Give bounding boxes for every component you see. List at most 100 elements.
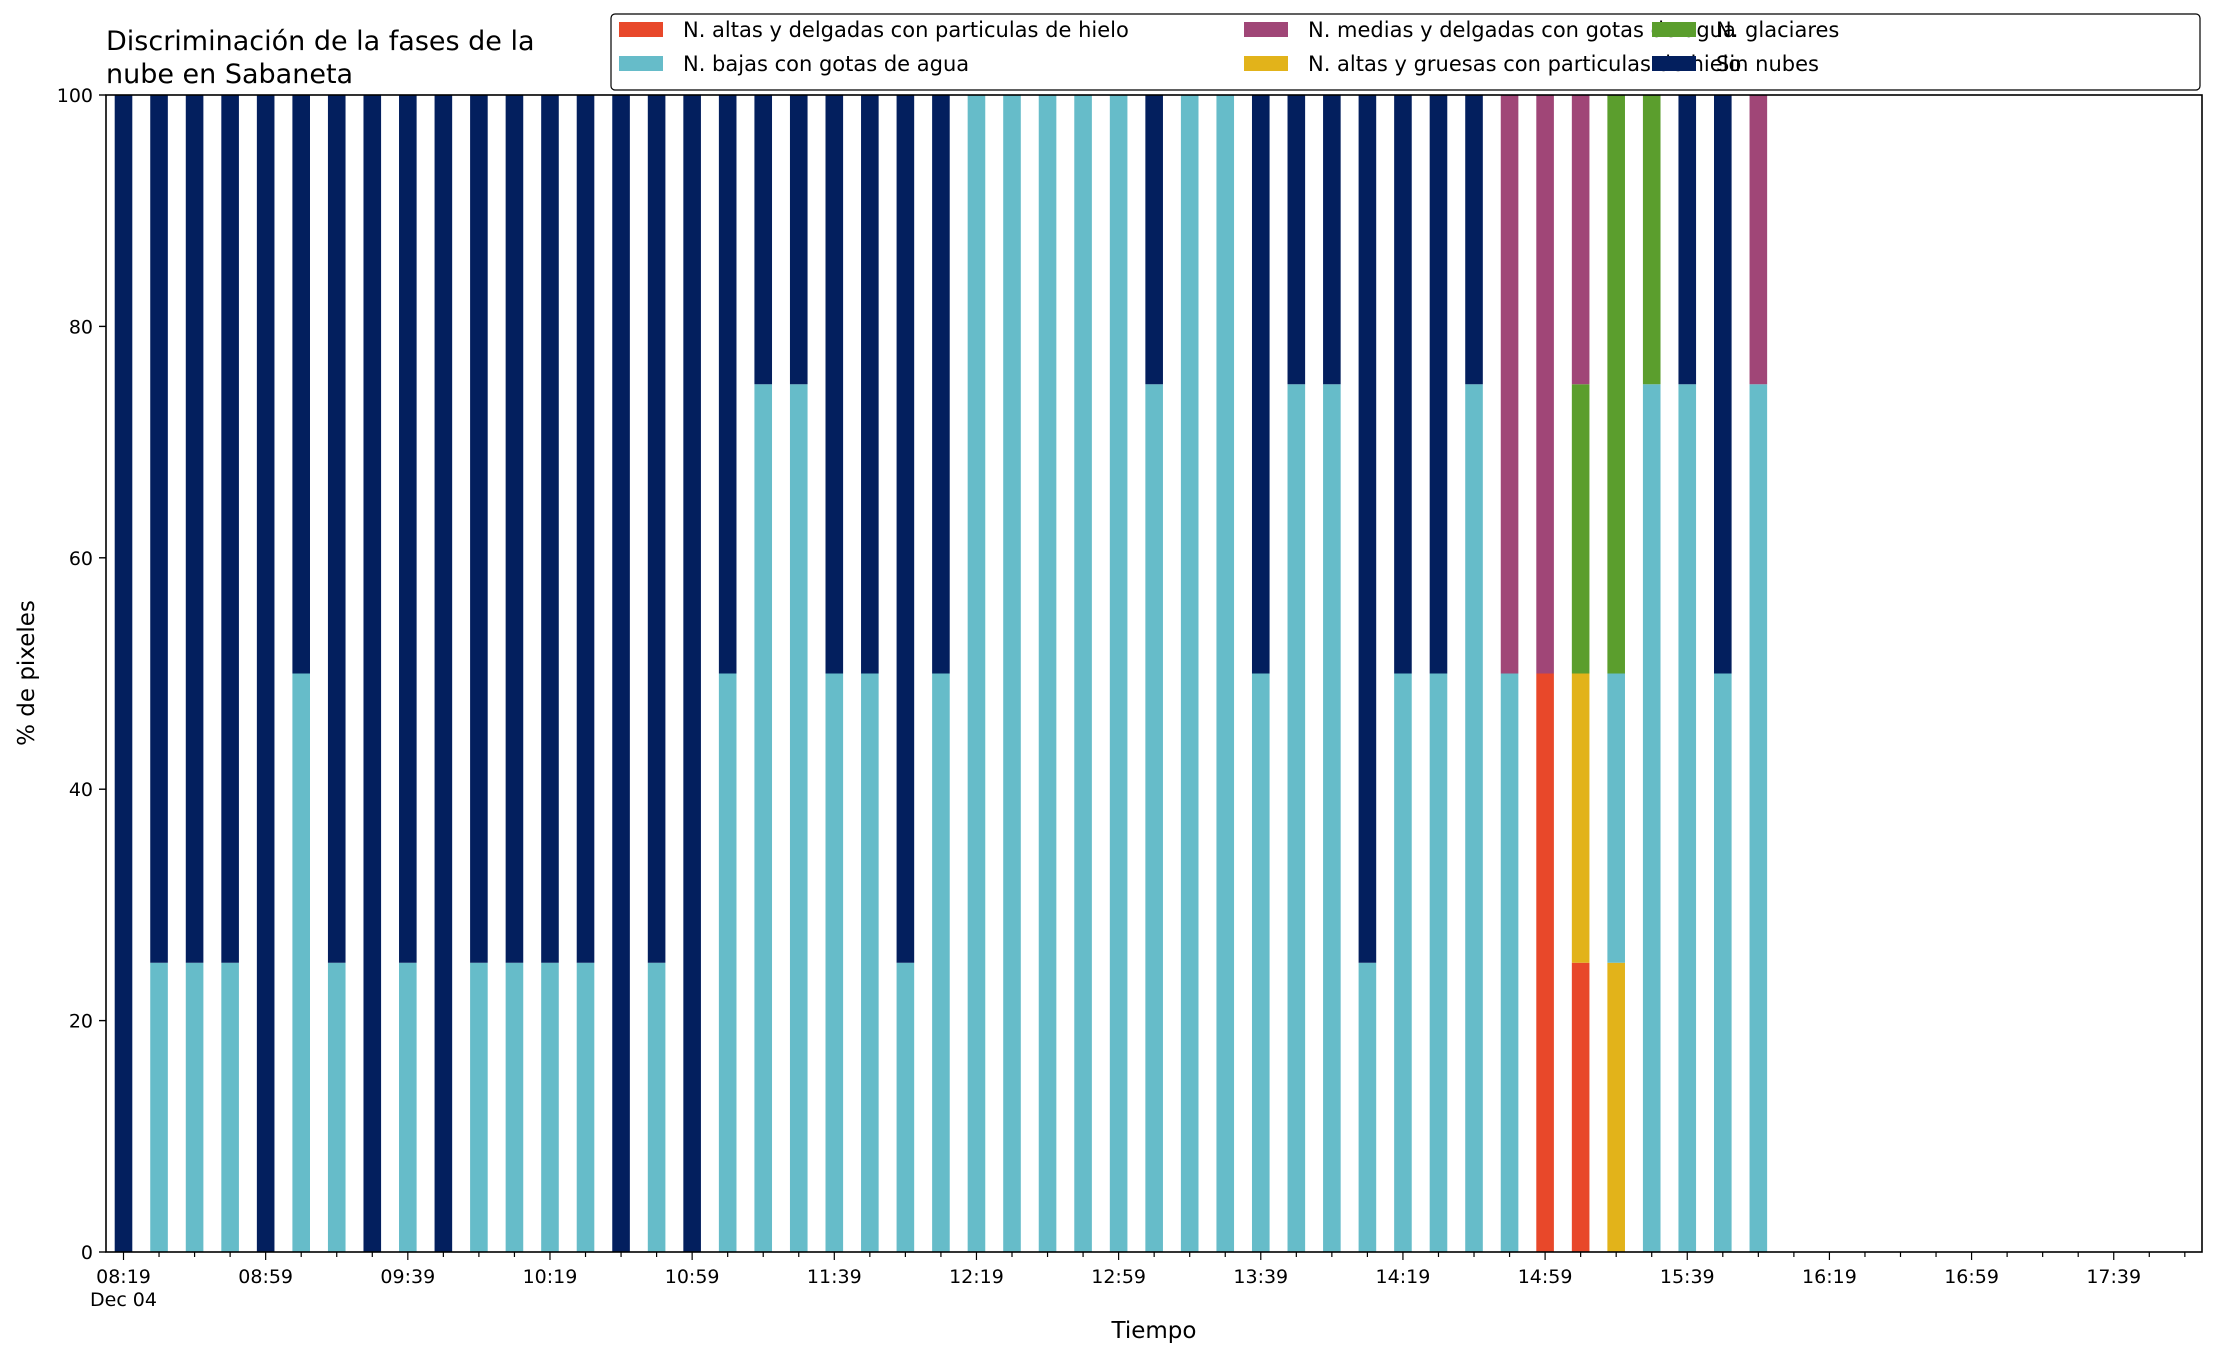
bar-segment [825,673,844,1252]
chart-title: Discriminación de la fases de la nube en … [106,26,535,90]
bar-segment [1536,673,1554,1252]
bar-segment [1358,962,1377,1252]
x-tick-label: 17:39 [2086,1266,2141,1288]
bar-segment [1323,384,1341,1252]
bar-segment [1571,962,1590,1252]
bar-segment [1642,95,1661,385]
x-tick-label: 12:19 [949,1266,1004,1288]
legend-swatch [1652,22,1696,37]
bar-segment [470,962,488,1252]
bar-segment [1571,384,1590,674]
bar-segment [896,95,915,963]
bar-segment [1500,95,1519,674]
bar-segment [1714,95,1732,674]
bar-segment [1536,95,1554,674]
x-tick-label: 08:59 [238,1266,293,1288]
x-date-label: Dec 04 [90,1289,157,1311]
bar-segment [647,962,666,1252]
legend-label: N. glaciares [1716,18,1839,42]
bar-segment [789,384,808,1252]
y-tick-label: 0 [81,1242,93,1264]
bar-segment [1465,384,1483,1252]
bar-segment [221,962,239,1252]
bar-segment [1394,95,1412,674]
bar-segment [185,95,204,963]
bar-segment [754,384,773,1252]
bar-segment [114,95,133,1252]
bar-segment [1678,95,1697,385]
bar-segment [399,95,417,963]
legend-swatch [619,22,663,37]
bar-segment [612,95,630,1252]
x-axis-label: Tiempo [1111,1318,1197,1344]
bar-segment [327,95,346,963]
bar-segment [576,962,595,1252]
x-tick-label: 14:19 [1376,1266,1431,1288]
bar-segment [541,962,559,1252]
legend-swatch [1244,22,1288,37]
legend: N. altas y delgadas con particulas de hi… [610,13,2201,91]
bar-segment [150,95,168,963]
bar-segment [1145,95,1163,385]
y-tick-label: 60 [69,548,93,570]
bar-segment [789,95,808,385]
bar-segment [292,673,310,1252]
bar-segment [967,95,986,1252]
bar-segment [718,95,737,674]
bar-segment [1109,95,1128,1252]
y-axis-label: % de pixeles [14,600,40,746]
legend-swatch [1244,56,1288,71]
legend-swatch [1652,56,1696,71]
bar-segment [1607,95,1625,674]
bar-segment [718,673,737,1252]
x-tick-label: 16:59 [1944,1266,1999,1288]
bar-segment [1571,673,1590,963]
bar-segment [150,962,168,1252]
bar-segment [1749,384,1768,1252]
x-tick-label: 14:59 [1518,1266,1573,1288]
x-tick-label: 16:19 [1802,1266,1857,1288]
bar-segment [1038,95,1057,1252]
bar-segment [327,962,346,1252]
bars [114,95,1768,1252]
bar-segment [256,95,275,1252]
bar-segment [1714,673,1732,1252]
bar-segment [1500,673,1519,1252]
bar-segment [1642,384,1661,1252]
x-tick-label: 13:39 [1233,1266,1288,1288]
bar-segment [1607,673,1625,963]
bar-segment [576,95,595,963]
y-tick-label: 100 [57,85,93,107]
y-tick-label: 80 [69,316,93,338]
bar-segment [1394,673,1412,1252]
bar-segment [1145,384,1163,1252]
x-tick-label: 10:19 [523,1266,578,1288]
x-axis: 08:19 08:59 09:39 10:19 10:59 11:39 12:19 12:59… [90,1252,2186,1311]
legend-label: Sin nubes [1716,52,1819,76]
legend-label: N. bajas con gotas de agua [683,52,969,76]
bar-segment [185,962,204,1252]
bar-segment [1607,962,1625,1252]
bar-segment [1429,95,1448,674]
bar-segment [1749,95,1768,385]
bar-segment [1074,95,1092,1252]
y-axis: 0 20 40 60 80 100 [57,85,106,1264]
bar-segment [363,95,382,1252]
legend-swatch [619,56,663,71]
bar-segment [541,95,559,963]
bar-segment [1571,95,1590,385]
bar-segment [505,95,524,963]
x-tick-label: 15:39 [1660,1266,1715,1288]
bar-segment [754,95,773,385]
y-tick-label: 40 [69,779,93,801]
bar-segment [1678,384,1697,1252]
bar-segment [1429,673,1448,1252]
legend-box [610,13,2201,91]
bar-segment [434,95,453,1252]
bar-segment [505,962,524,1252]
x-tick-label: 10:59 [665,1266,720,1288]
bar-segment [292,95,310,674]
x-tick-label: 12:59 [1091,1266,1146,1288]
legend-label: N. altas y delgadas con particulas de hi… [683,18,1129,42]
